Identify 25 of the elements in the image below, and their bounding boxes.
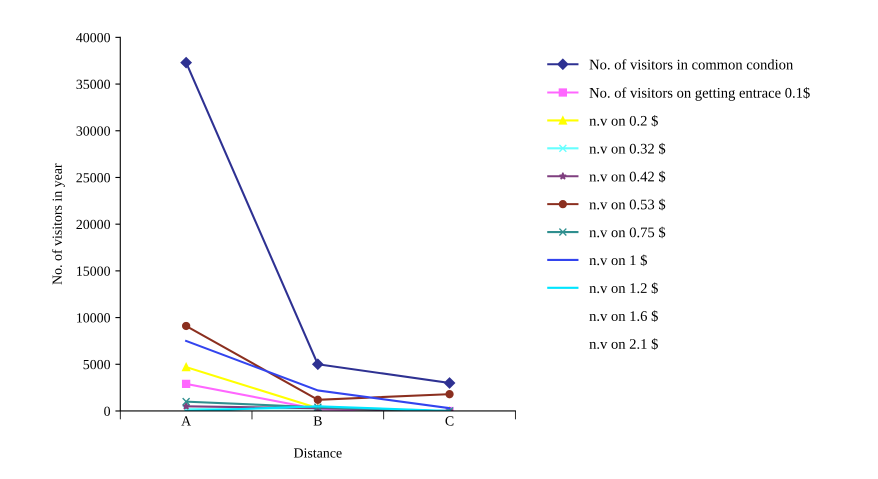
- legend-label: n.v on 0.2 $: [589, 114, 658, 127]
- x-tick-label: C: [445, 416, 454, 426]
- y-tick-label: 25000: [76, 173, 110, 182]
- x-tick-label: B: [314, 416, 322, 426]
- y-tick-label: 40000: [76, 32, 110, 42]
- legend-label: n.v on 1.2 $: [589, 282, 658, 294]
- x-tick-label: A: [181, 416, 192, 426]
- y-tick-label: 5000: [84, 360, 110, 370]
- y-tick-label: 30000: [76, 126, 110, 136]
- legend-label: n.v on 0.53 $: [589, 198, 666, 210]
- legend-label: n.v on 0.42 $: [589, 170, 666, 182]
- y-tick-label: 0: [104, 406, 110, 416]
- legend-label: n.v on 0.32 $: [589, 142, 666, 155]
- legend-label: n.v on 1 $: [589, 254, 647, 266]
- y-tick-label: 35000: [76, 80, 110, 90]
- legend-label: No. of visitors in common condion: [590, 59, 794, 70]
- y-tick-label: 10000: [77, 313, 110, 323]
- y-tick-label: 20000: [76, 220, 110, 230]
- legend-label: No. of visitors on getting entrace 0.1$: [590, 87, 810, 101]
- legend-label: n.v on 0.75 $: [589, 226, 666, 238]
- y-tick-label: 15000: [77, 266, 110, 276]
- text: n.v on 1.6 $: [589, 310, 658, 322]
- y-axis-title: No. of visitors in year: [52, 164, 65, 285]
- x-axis-title: Distance: [294, 448, 342, 458]
- text: n.v on 2.1 $: [589, 338, 658, 350]
